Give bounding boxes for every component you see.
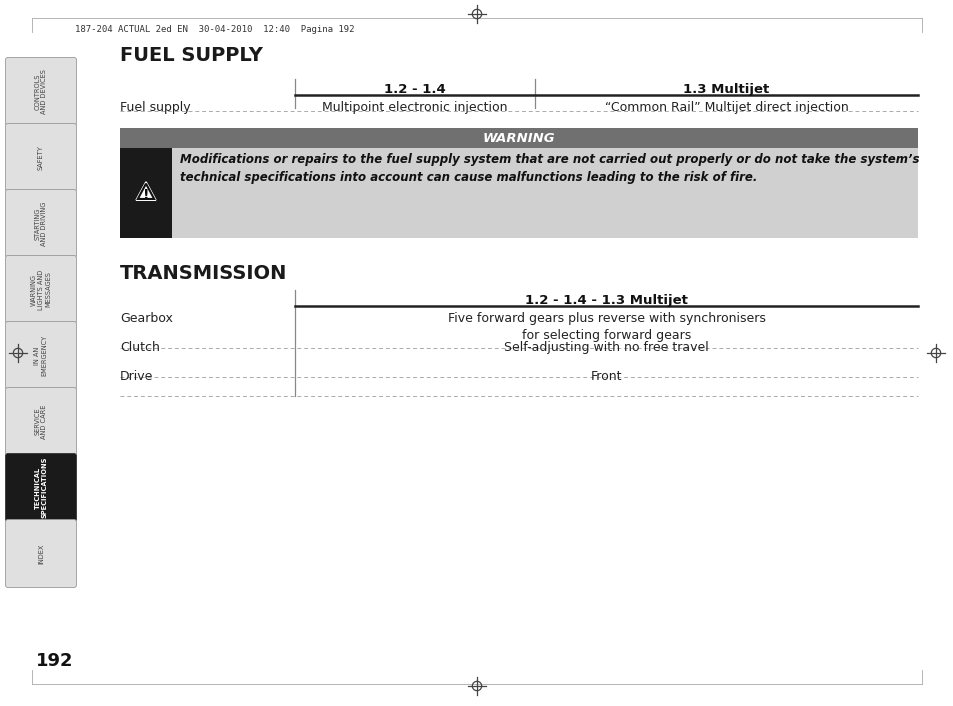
FancyBboxPatch shape [6,57,76,126]
Text: INDEX: INDEX [38,544,44,563]
Text: FUEL SUPPLY: FUEL SUPPLY [120,46,263,65]
Text: 187-204 ACTUAL 2ed EN  30-04-2010  12:40  Pagina 192: 187-204 ACTUAL 2ed EN 30-04-2010 12:40 P… [75,25,355,34]
Text: TECHNICAL
SPECIFICATIONS: TECHNICAL SPECIFICATIONS [34,457,48,518]
FancyBboxPatch shape [6,256,76,323]
Text: 1.3 Multijet: 1.3 Multijet [682,83,769,96]
Text: Five forward gears plus reverse with synchronisers
for selecting forward gears: Five forward gears plus reverse with syn… [447,312,764,342]
Text: SERVICE
AND CARE: SERVICE AND CARE [34,405,48,438]
Text: STARTING
AND DRIVING: STARTING AND DRIVING [34,201,48,246]
Text: TRANSMISSION: TRANSMISSION [120,264,287,283]
Text: Clutch: Clutch [120,341,160,354]
Text: Fuel supply: Fuel supply [120,101,191,114]
Text: Multipoint electronic injection: Multipoint electronic injection [322,101,507,114]
Text: “Common Rail” Multijet direct injection: “Common Rail” Multijet direct injection [604,101,847,114]
FancyBboxPatch shape [120,128,917,238]
Text: WARNING: WARNING [482,131,555,145]
Text: CONTROLS
AND DEVICES: CONTROLS AND DEVICES [34,69,48,114]
FancyBboxPatch shape [6,189,76,258]
Text: Modifications or repairs to the fuel supply system that are not carried out prop: Modifications or repairs to the fuel sup… [180,153,919,184]
FancyBboxPatch shape [6,388,76,455]
FancyBboxPatch shape [6,124,76,191]
Text: 192: 192 [36,652,73,670]
FancyBboxPatch shape [120,148,172,238]
FancyBboxPatch shape [6,453,76,522]
FancyBboxPatch shape [120,128,917,148]
Text: Gearbox: Gearbox [120,312,172,325]
Text: !: ! [143,188,149,202]
Text: Front: Front [590,370,621,383]
Text: SAFETY: SAFETY [38,145,44,170]
Polygon shape [137,184,154,199]
Text: 1.2 - 1.4: 1.2 - 1.4 [384,83,445,96]
Text: IN AN
EMERGENCY: IN AN EMERGENCY [34,335,48,376]
FancyBboxPatch shape [6,520,76,587]
Text: Drive: Drive [120,370,153,383]
Text: Self-adjusting with no free travel: Self-adjusting with no free travel [503,341,708,354]
FancyBboxPatch shape [6,321,76,390]
Polygon shape [136,182,155,200]
Text: 1.2 - 1.4 - 1.3 Multijet: 1.2 - 1.4 - 1.3 Multijet [524,294,687,307]
Text: WARNING
LIGHTS AND
MESSAGES: WARNING LIGHTS AND MESSAGES [30,270,51,310]
